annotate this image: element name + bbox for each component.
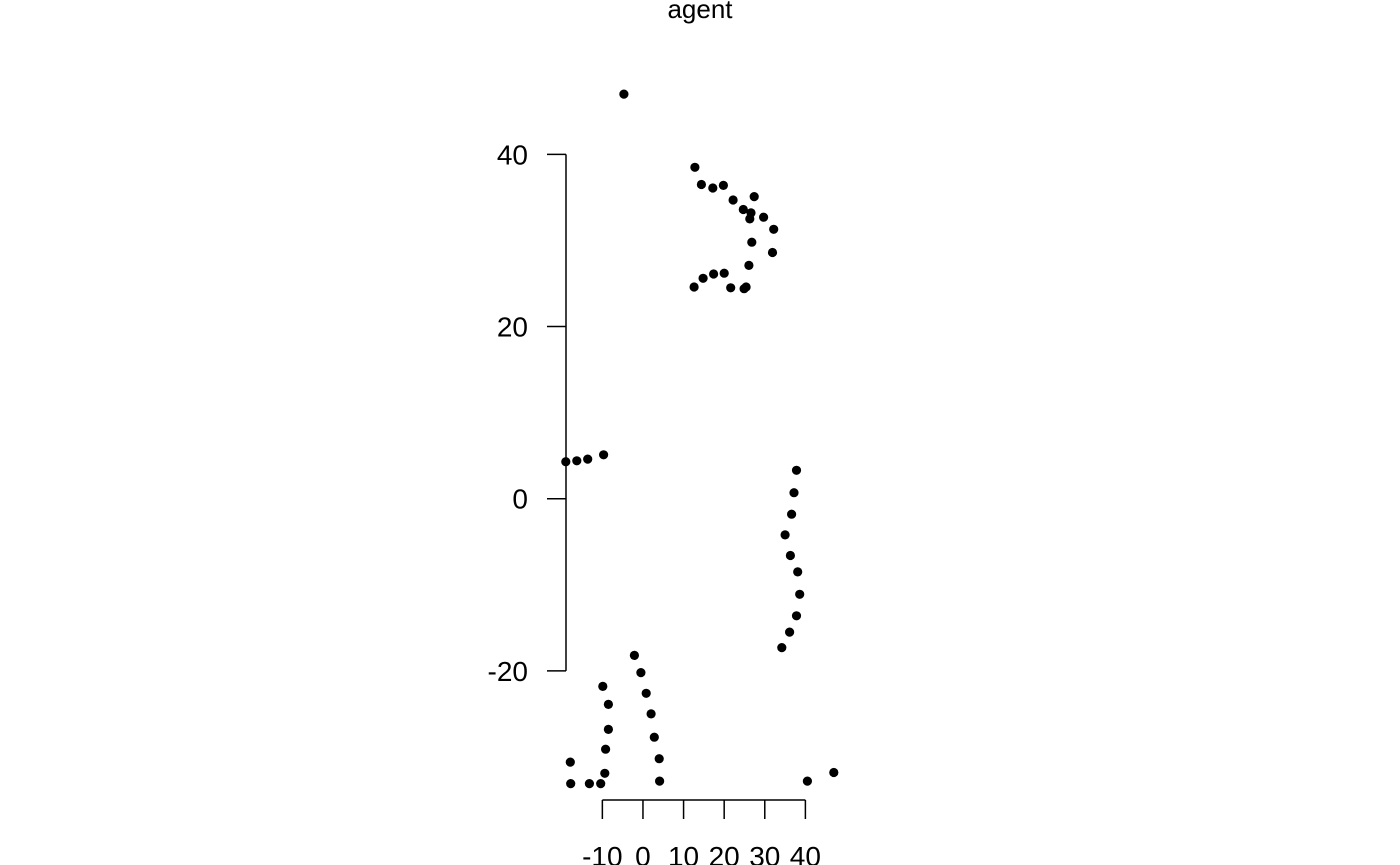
data-point bbox=[596, 779, 606, 789]
data-point bbox=[777, 643, 787, 653]
data-point bbox=[791, 611, 802, 621]
data-point bbox=[793, 567, 803, 577]
x-tick-label: 0 bbox=[635, 841, 651, 865]
x-tick-label: 40 bbox=[790, 841, 821, 865]
data-point bbox=[708, 183, 718, 193]
chart-title: agent bbox=[667, 0, 733, 24]
data-point bbox=[780, 530, 790, 540]
data-point bbox=[802, 776, 813, 786]
data-point bbox=[583, 454, 593, 464]
data-point bbox=[689, 282, 699, 292]
data-point bbox=[749, 192, 759, 202]
x-tick-label: 30 bbox=[749, 841, 780, 865]
data-point bbox=[767, 247, 778, 258]
data-point bbox=[599, 450, 609, 460]
y-tick-label: 0 bbox=[512, 484, 528, 515]
y-tick-label: 40 bbox=[497, 139, 528, 170]
x-tick-label: 10 bbox=[668, 841, 699, 865]
data-point bbox=[636, 668, 646, 678]
data-point bbox=[646, 709, 656, 719]
data-point bbox=[690, 162, 700, 172]
data-point bbox=[759, 212, 769, 222]
data-point bbox=[649, 732, 659, 742]
data-point bbox=[785, 550, 796, 561]
y-axis: 40 20 0 -20 bbox=[488, 139, 567, 687]
data-point bbox=[603, 699, 614, 710]
data-point bbox=[709, 269, 719, 279]
data-point bbox=[641, 688, 651, 698]
data-point bbox=[619, 89, 629, 99]
data-point bbox=[629, 650, 640, 661]
data-point bbox=[654, 754, 664, 764]
x-axis: -10 0 10 20 30 40 bbox=[582, 799, 821, 865]
data-point bbox=[791, 465, 802, 475]
data-point bbox=[598, 681, 608, 692]
data-point bbox=[829, 767, 839, 778]
data-point bbox=[728, 195, 738, 205]
data-point bbox=[572, 456, 582, 466]
data-point bbox=[787, 509, 797, 519]
data-point bbox=[769, 224, 779, 234]
data-point bbox=[718, 180, 729, 190]
data-point bbox=[795, 589, 805, 599]
data-point bbox=[719, 268, 729, 278]
data-point bbox=[785, 627, 795, 637]
data-point bbox=[600, 768, 610, 778]
data-point bbox=[696, 179, 707, 190]
data-points bbox=[561, 89, 839, 789]
data-point bbox=[789, 488, 799, 498]
data-point bbox=[726, 283, 736, 293]
data-point bbox=[601, 744, 611, 754]
data-point bbox=[744, 260, 754, 270]
data-point bbox=[655, 776, 665, 786]
data-point bbox=[565, 757, 575, 767]
data-point bbox=[584, 779, 595, 789]
data-point bbox=[746, 208, 756, 218]
x-tick-label: 20 bbox=[709, 841, 740, 865]
data-point bbox=[603, 724, 614, 735]
data-point bbox=[738, 204, 748, 215]
data-point bbox=[747, 237, 757, 247]
data-point bbox=[698, 273, 708, 283]
data-point bbox=[739, 284, 749, 294]
data-point bbox=[566, 779, 576, 789]
y-tick-label: 20 bbox=[497, 312, 528, 343]
y-tick-label: -20 bbox=[488, 656, 528, 687]
x-tick-label: -10 bbox=[582, 841, 622, 865]
